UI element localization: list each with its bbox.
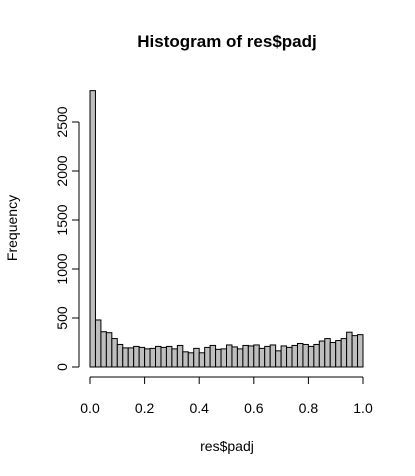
y-tick-label: 2500 <box>54 106 70 137</box>
x-tick-label: 0.4 <box>189 400 209 416</box>
histogram-bar <box>149 347 157 368</box>
histogram-bar <box>138 346 146 368</box>
histogram-bar <box>318 340 326 368</box>
histogram-bar <box>111 338 118 368</box>
histogram-bar <box>236 348 244 368</box>
histogram-bar <box>155 345 162 368</box>
histogram-bar <box>198 352 206 368</box>
histogram-bar <box>346 331 353 368</box>
histogram-bar <box>220 348 227 368</box>
histogram-bar <box>264 345 271 368</box>
histogram-bar <box>122 347 129 368</box>
x-tick-label: 0.8 <box>299 400 319 416</box>
histogram-bar <box>242 344 249 368</box>
histogram-bar <box>357 334 364 368</box>
histogram-bar <box>127 347 135 368</box>
histogram-bar <box>340 338 348 368</box>
histogram-bar <box>269 344 277 368</box>
y-tick-label: 0 <box>54 363 70 371</box>
histogram-bar <box>253 344 260 368</box>
histogram-bar <box>291 344 298 368</box>
histogram-bar <box>296 342 304 368</box>
x-axis-label: res$padj <box>200 438 254 454</box>
histogram-bar <box>94 319 102 368</box>
histogram-bar <box>329 342 337 368</box>
histogram-bar <box>187 352 195 368</box>
histogram-bars <box>89 90 364 368</box>
chart-title: Histogram of res$padj <box>137 32 317 51</box>
histogram-bar <box>335 340 342 368</box>
histogram-bar <box>89 90 96 368</box>
histogram-bar <box>182 351 189 368</box>
y-axis-label: Frequency <box>4 195 20 261</box>
histogram-bar <box>286 346 293 368</box>
y-tick-label: 2000 <box>54 155 70 186</box>
histogram-bar <box>324 338 331 368</box>
histogram-bar <box>209 344 217 368</box>
x-tick-label: 0.2 <box>135 400 155 416</box>
histogram-bar <box>313 343 320 368</box>
histogram-bar <box>258 347 266 368</box>
histogram-bar <box>280 345 288 368</box>
x-tick-label: 0.6 <box>244 400 264 416</box>
histogram-bar <box>176 344 184 368</box>
histogram-bar <box>144 348 151 368</box>
histogram-bar <box>100 331 107 368</box>
histogram-bar <box>116 343 124 368</box>
histogram-bar <box>351 335 359 368</box>
histogram-bar <box>302 343 309 368</box>
y-axis: 0 500 1000 1500 2000 2500 <box>54 106 80 371</box>
histogram-bar <box>226 344 233 368</box>
histogram-bar <box>171 348 178 368</box>
x-tick-label: 0.0 <box>80 400 100 416</box>
histogram-bar <box>165 345 173 368</box>
histogram-bar <box>307 345 315 368</box>
histogram-bar <box>275 350 282 368</box>
x-tick-label: 1.0 <box>353 400 373 416</box>
histogram-bar <box>247 345 255 368</box>
x-axis: 0.0 0.2 0.4 0.6 0.8 1.0 <box>80 376 373 416</box>
y-tick-label: 1500 <box>54 204 70 235</box>
histogram-bar <box>160 346 167 368</box>
histogram-bar <box>231 346 238 368</box>
histogram-bar <box>105 332 113 368</box>
histogram-bar <box>133 345 140 368</box>
y-tick-label: 1000 <box>54 253 70 284</box>
histogram-bar <box>215 348 222 368</box>
y-tick-label: 500 <box>54 306 70 330</box>
histogram-bar <box>204 346 211 368</box>
histogram-bar <box>193 347 200 368</box>
